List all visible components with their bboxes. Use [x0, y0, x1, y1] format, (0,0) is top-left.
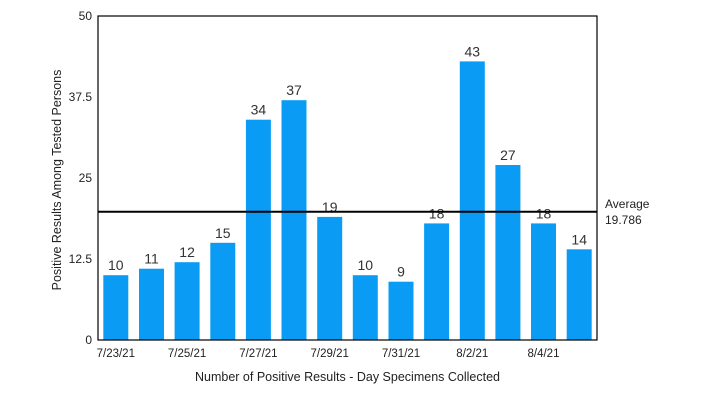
x-axis-title: Number of Positive Results - Day Specime…	[195, 370, 500, 384]
bar-7/26/21	[210, 242, 236, 340]
data-label-7/26/21: 15	[215, 225, 231, 241]
data-label-7/28/21: 37	[286, 82, 302, 98]
x-tick-label: 7/23/21	[97, 348, 135, 360]
data-label-8/2/21: 43	[465, 43, 481, 59]
bar-7/25/21	[174, 262, 200, 340]
x-tick-label: 7/29/21	[311, 348, 349, 360]
y-axis-ticks: 0 12.5 25 37.5 50	[69, 9, 93, 347]
y-tick-label: 37.5	[69, 90, 93, 104]
y-axis-title: Positive Results Among Tested Persons	[50, 70, 64, 291]
plot-frame	[97, 15, 598, 341]
bar-7/27/21	[245, 119, 271, 340]
x-tick-label: 7/25/21	[168, 348, 206, 360]
average-value: 19.786	[605, 213, 642, 227]
x-tick-label: 7/27/21	[239, 348, 277, 360]
data-label-7/27/21: 34	[251, 102, 267, 118]
x-axis-ticks: 7/23/21 7/25/21 7/27/21 7/29/21 7/31/21 8/2/2…	[97, 348, 560, 360]
x-tick-label: 8/4/21	[528, 348, 560, 360]
data-label-7/25/21: 12	[179, 244, 195, 260]
data-label-8/1/21: 18	[429, 205, 445, 221]
bar-8/3/21	[495, 165, 521, 340]
bar-7/23/21	[103, 275, 129, 340]
bar-8/5/21	[566, 249, 592, 340]
data-label-7/30/21: 10	[358, 257, 374, 273]
y-tick-label: 0	[85, 333, 92, 347]
data-label-8/4/21: 18	[536, 205, 552, 221]
bars-group	[103, 61, 592, 341]
y-tick-label: 25	[79, 171, 93, 185]
bar-7/24/21	[139, 268, 164, 340]
data-label-7/31/21: 9	[397, 264, 405, 280]
x-tick-label: 8/2/21	[456, 348, 488, 360]
x-tick-label: 7/31/21	[382, 348, 420, 360]
bar-8/2/21	[459, 61, 485, 341]
data-label-8/5/21: 14	[571, 231, 587, 247]
data-label-7/23/21: 10	[108, 257, 124, 273]
y-tick-label: 12.5	[69, 252, 93, 266]
bar-7/29/21	[317, 216, 343, 340]
bar-7/31/21	[388, 281, 414, 340]
bar-8/4/21	[531, 223, 556, 340]
bar-7/28/21	[281, 100, 307, 340]
bar-8/1/21	[424, 223, 450, 340]
data-label-7/24/21: 11	[144, 251, 159, 267]
data-label-8/3/21: 27	[500, 147, 516, 163]
y-tick-label: 50	[79, 9, 93, 23]
average-label: Average	[605, 197, 650, 211]
bar-7/30/21	[352, 275, 378, 340]
